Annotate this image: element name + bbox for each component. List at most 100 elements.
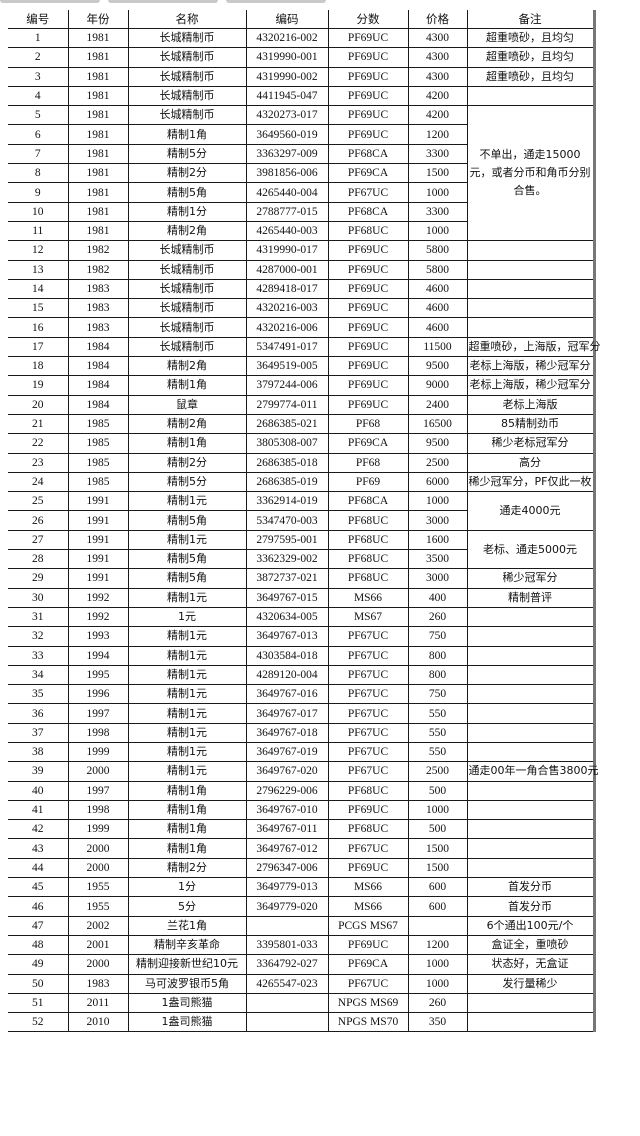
cell-id: 45 (8, 877, 68, 898)
cell-year: 1991 (67, 530, 128, 551)
table-row: 44 2000 精制2分 2796347-006 PF69UC 1500 (8, 858, 596, 879)
header-grade: 分数 (327, 10, 408, 29)
cell-id: 10 (8, 202, 68, 222)
cell-grade: PF69CA (327, 163, 408, 184)
cell-grade: PF67UC (327, 684, 408, 705)
cell-grade: PF69UC (327, 317, 408, 338)
cell-code: 4320273-017 (245, 105, 328, 126)
cell-remark: 超重喷砂，上海版，冠军分 (466, 337, 601, 358)
cell-year: 1983 (67, 279, 128, 300)
cell-code: 3364792-027 (245, 954, 328, 975)
cell-price: 3500 (407, 549, 467, 570)
cell-name: 精制1元 (127, 626, 246, 647)
cell-code: 2797595-001 (245, 530, 328, 551)
cell-grade: PF68 (327, 414, 408, 435)
cell-code: 4265547-023 (245, 974, 328, 994)
table-row: 42 1999 精制1角 3649767-011 PF68UC 500 (8, 819, 596, 840)
table-row: 46 1955 5分 3649779-020 MS66 600 首发分币 (8, 896, 596, 917)
cell-grade: PF68UC (327, 781, 408, 801)
cell-grade: PF69UC (327, 240, 408, 261)
cell-name: 精制1元 (127, 665, 246, 686)
cell-grade: PF67UC (327, 703, 408, 724)
cell-price: 16500 (407, 414, 467, 435)
cell-code (245, 916, 328, 936)
cell-price: 1000 (407, 221, 467, 242)
table-row: 33 1994 精制1元 4303584-018 PF67UC 800 (8, 646, 596, 666)
cell-remark: 精制普评 (466, 588, 596, 608)
cell-year: 1981 (67, 28, 128, 49)
cell-price: 550 (407, 703, 467, 724)
cell-code: 3362329-002 (245, 549, 328, 570)
table-row: 52 2010 1盎司熊猫 NPGS MS70 350 (8, 1012, 596, 1033)
cell-code: 4411945-047 (245, 86, 328, 107)
cell-grade: PCGS MS67 (327, 916, 408, 936)
table-row: 25 1991 精制1元 3362914-019 PF68CA 1000 通走4000元 (8, 491, 596, 531)
cell-remark: 发行量稀少 (466, 974, 596, 994)
cell-code: 3395801-033 (245, 935, 328, 956)
cell-id: 52 (8, 1012, 68, 1033)
table-row: 21 1985 精制2角 2686385-021 PF68 16500 85精制劲币 (8, 414, 596, 435)
cell-code: 4265440-003 (245, 221, 328, 242)
table-row: 22 1985 精制1角 3805308-007 PF69CA 9500 稀少老标冠军分 (8, 433, 596, 454)
table-row: 24 1985 精制5分 2686385-019 PF69 6000 稀少冠军分，PF仅此一… (8, 472, 596, 493)
cell-code: 2686385-021 (245, 414, 328, 435)
cell-name: 1元 (127, 607, 246, 628)
cell-name: 1分 (127, 877, 246, 898)
cell-code: 4289120-004 (245, 665, 328, 686)
table-row: 8 1981 精制2分 3981856-006 PF69CA 1500 (8, 163, 594, 184)
cell-id: 2 (8, 47, 68, 68)
cell-remark (466, 626, 596, 647)
top-tab-edge (0, 0, 100, 3)
table-row: 6 1981 精制1角 3649560-019 PF69UC 1200 (8, 124, 594, 145)
cell-code: 2796229-006 (245, 781, 328, 801)
cell-remark: 老标上海版，稀少冠军分 (466, 356, 596, 377)
cell-id: 14 (8, 279, 68, 300)
cell-year: 1985 (67, 414, 128, 435)
cell-remark: 老标上海版 (466, 395, 596, 415)
cell-price: 550 (407, 742, 467, 763)
cell-year: 1982 (67, 240, 128, 261)
cell-grade: PF69UC (327, 375, 408, 396)
cell-id: 13 (8, 260, 68, 280)
table-row: 16 1983 长城精制币 4320216-006 PF69UC 4600 (8, 317, 596, 338)
cell-id: 22 (8, 433, 68, 454)
cell-grade: MS67 (327, 607, 408, 628)
cell-code: 3649779-013 (245, 877, 328, 898)
table-row: 7 1981 精制5分 3363297-009 PF68CA 3300 (8, 144, 594, 165)
cell-year: 1981 (67, 202, 128, 222)
table-row: 51 2011 1盎司熊猫 NPGS MS69 260 (8, 993, 596, 1014)
cell-grade: PF68UC (327, 549, 408, 570)
cell-remark (466, 607, 596, 628)
cell-code: 4287000-001 (245, 260, 328, 280)
cell-code: 4320216-003 (245, 298, 328, 319)
cell-name: 长城精制币 (127, 279, 246, 300)
cell-year: 1985 (67, 472, 128, 493)
cell-name: 5分 (127, 896, 246, 917)
cell-id: 23 (8, 453, 68, 473)
cell-price: 260 (407, 993, 467, 1014)
cell-name: 精制1元 (127, 684, 246, 705)
header-year: 年份 (67, 10, 128, 29)
table-row: 39 2000 精制1元 3649767-020 PF67UC 2500 通走00年一角合售… (8, 761, 599, 782)
cell-price: 260 (407, 607, 467, 628)
cell-price: 1500 (407, 163, 467, 184)
table-row: 3 1981 长城精制币 4319990-002 PF69UC 4300 超重喷砂，且均匀 (8, 67, 596, 87)
top-tab-edge (226, 0, 326, 3)
table-row: 11 1981 精制2角 4265440-003 PF68UC 1000 (8, 221, 594, 242)
cell-year: 1984 (67, 375, 128, 396)
coin-price-table: 编号 年份 名称 编码 分数 价格 备注 1 1981 长城精制币 4320216-0… (8, 10, 601, 1033)
cell-id: 30 (8, 588, 68, 608)
cell-name: 长城精制币 (127, 67, 246, 87)
table-row: 19 1984 精制1角 3797244-006 PF69UC 9000 老标上海版，稀少冠… (8, 375, 596, 396)
table-row: 2 1981 长城精制币 4319990-001 PF69UC 4300 超重喷砂，且均匀 (8, 47, 596, 68)
cell-year: 1984 (67, 337, 128, 358)
cell-id: 15 (8, 298, 68, 319)
cell-id: 18 (8, 356, 68, 377)
table-row: 5 1981 长城精制币 4320273-017 PF69UC 4200 不单出，通走150… (8, 105, 596, 242)
cell-remark: 稀少冠军分，PF仅此一枚 (466, 472, 596, 493)
cell-year: 1955 (67, 896, 128, 917)
cell-price: 6000 (407, 472, 467, 493)
cell-remark (466, 317, 596, 338)
cell-year: 1981 (67, 144, 128, 165)
table-row: 37 1998 精制1元 3649767-018 PF67UC 550 (8, 723, 596, 743)
